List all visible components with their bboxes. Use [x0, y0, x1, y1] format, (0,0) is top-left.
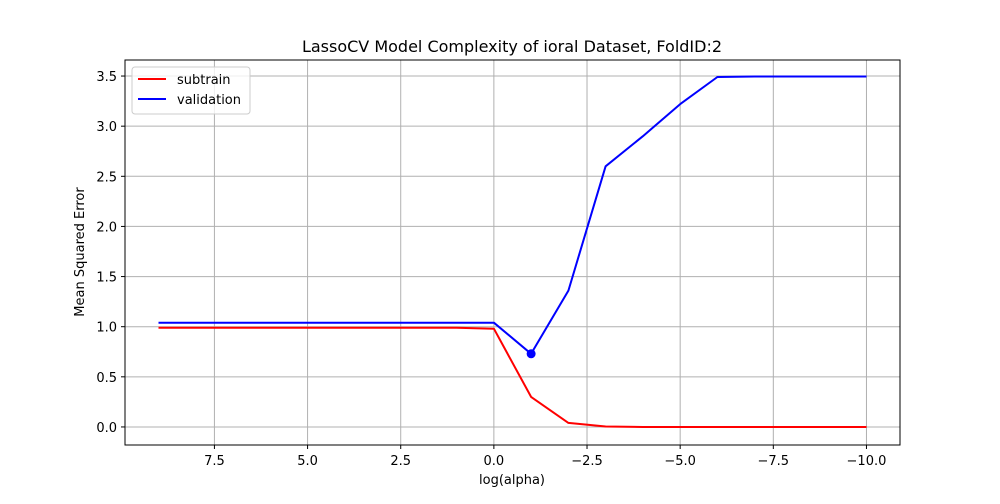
x-tick-label: −7.5	[758, 454, 790, 469]
x-tick-label: −10.0	[847, 454, 887, 469]
grid	[125, 60, 900, 445]
series-layer	[158, 75, 867, 428]
subtrain-line	[158, 326, 867, 428]
validation-line	[158, 75, 867, 355]
legend: subtrain validation	[131, 66, 251, 115]
x-tick-label: 7.5	[204, 454, 225, 469]
y-axis-label: Mean Squared Error	[73, 187, 88, 317]
legend-validation-label: validation	[177, 93, 241, 108]
x-tick-label: −5.0	[664, 454, 696, 469]
y-tick-label: 0.5	[96, 371, 117, 386]
legend-subtrain-label: subtrain	[177, 73, 231, 88]
y-tick-label: 1.0	[96, 321, 117, 336]
y-tick-label: 0.0	[96, 421, 117, 436]
y-axis: 0.0 0.5 1.0 1.5 2.0 2.5 3.0 3.5	[96, 70, 125, 436]
plot-frame	[124, 59, 901, 446]
y-tick-label: 2.5	[96, 170, 117, 185]
x-axis-label: log(alpha)	[479, 473, 545, 488]
y-tick-label: 1.5	[96, 271, 117, 286]
validation-min-marker	[526, 349, 536, 359]
chart-title: LassoCV Model Complexity of ioral Datase…	[302, 37, 722, 56]
y-tick-label: 3.5	[96, 70, 117, 85]
x-tick-label: 5.0	[297, 454, 318, 469]
x-axis: 7.5 5.0 2.5 0.0 −2.5 −5.0 −7.5 −10.0	[204, 445, 886, 469]
x-tick-label: 0.0	[484, 454, 505, 469]
x-tick-label: 2.5	[390, 454, 411, 469]
y-tick-label: 2.0	[96, 220, 117, 235]
x-tick-label: −2.5	[571, 454, 603, 469]
y-tick-label: 3.0	[96, 120, 117, 135]
